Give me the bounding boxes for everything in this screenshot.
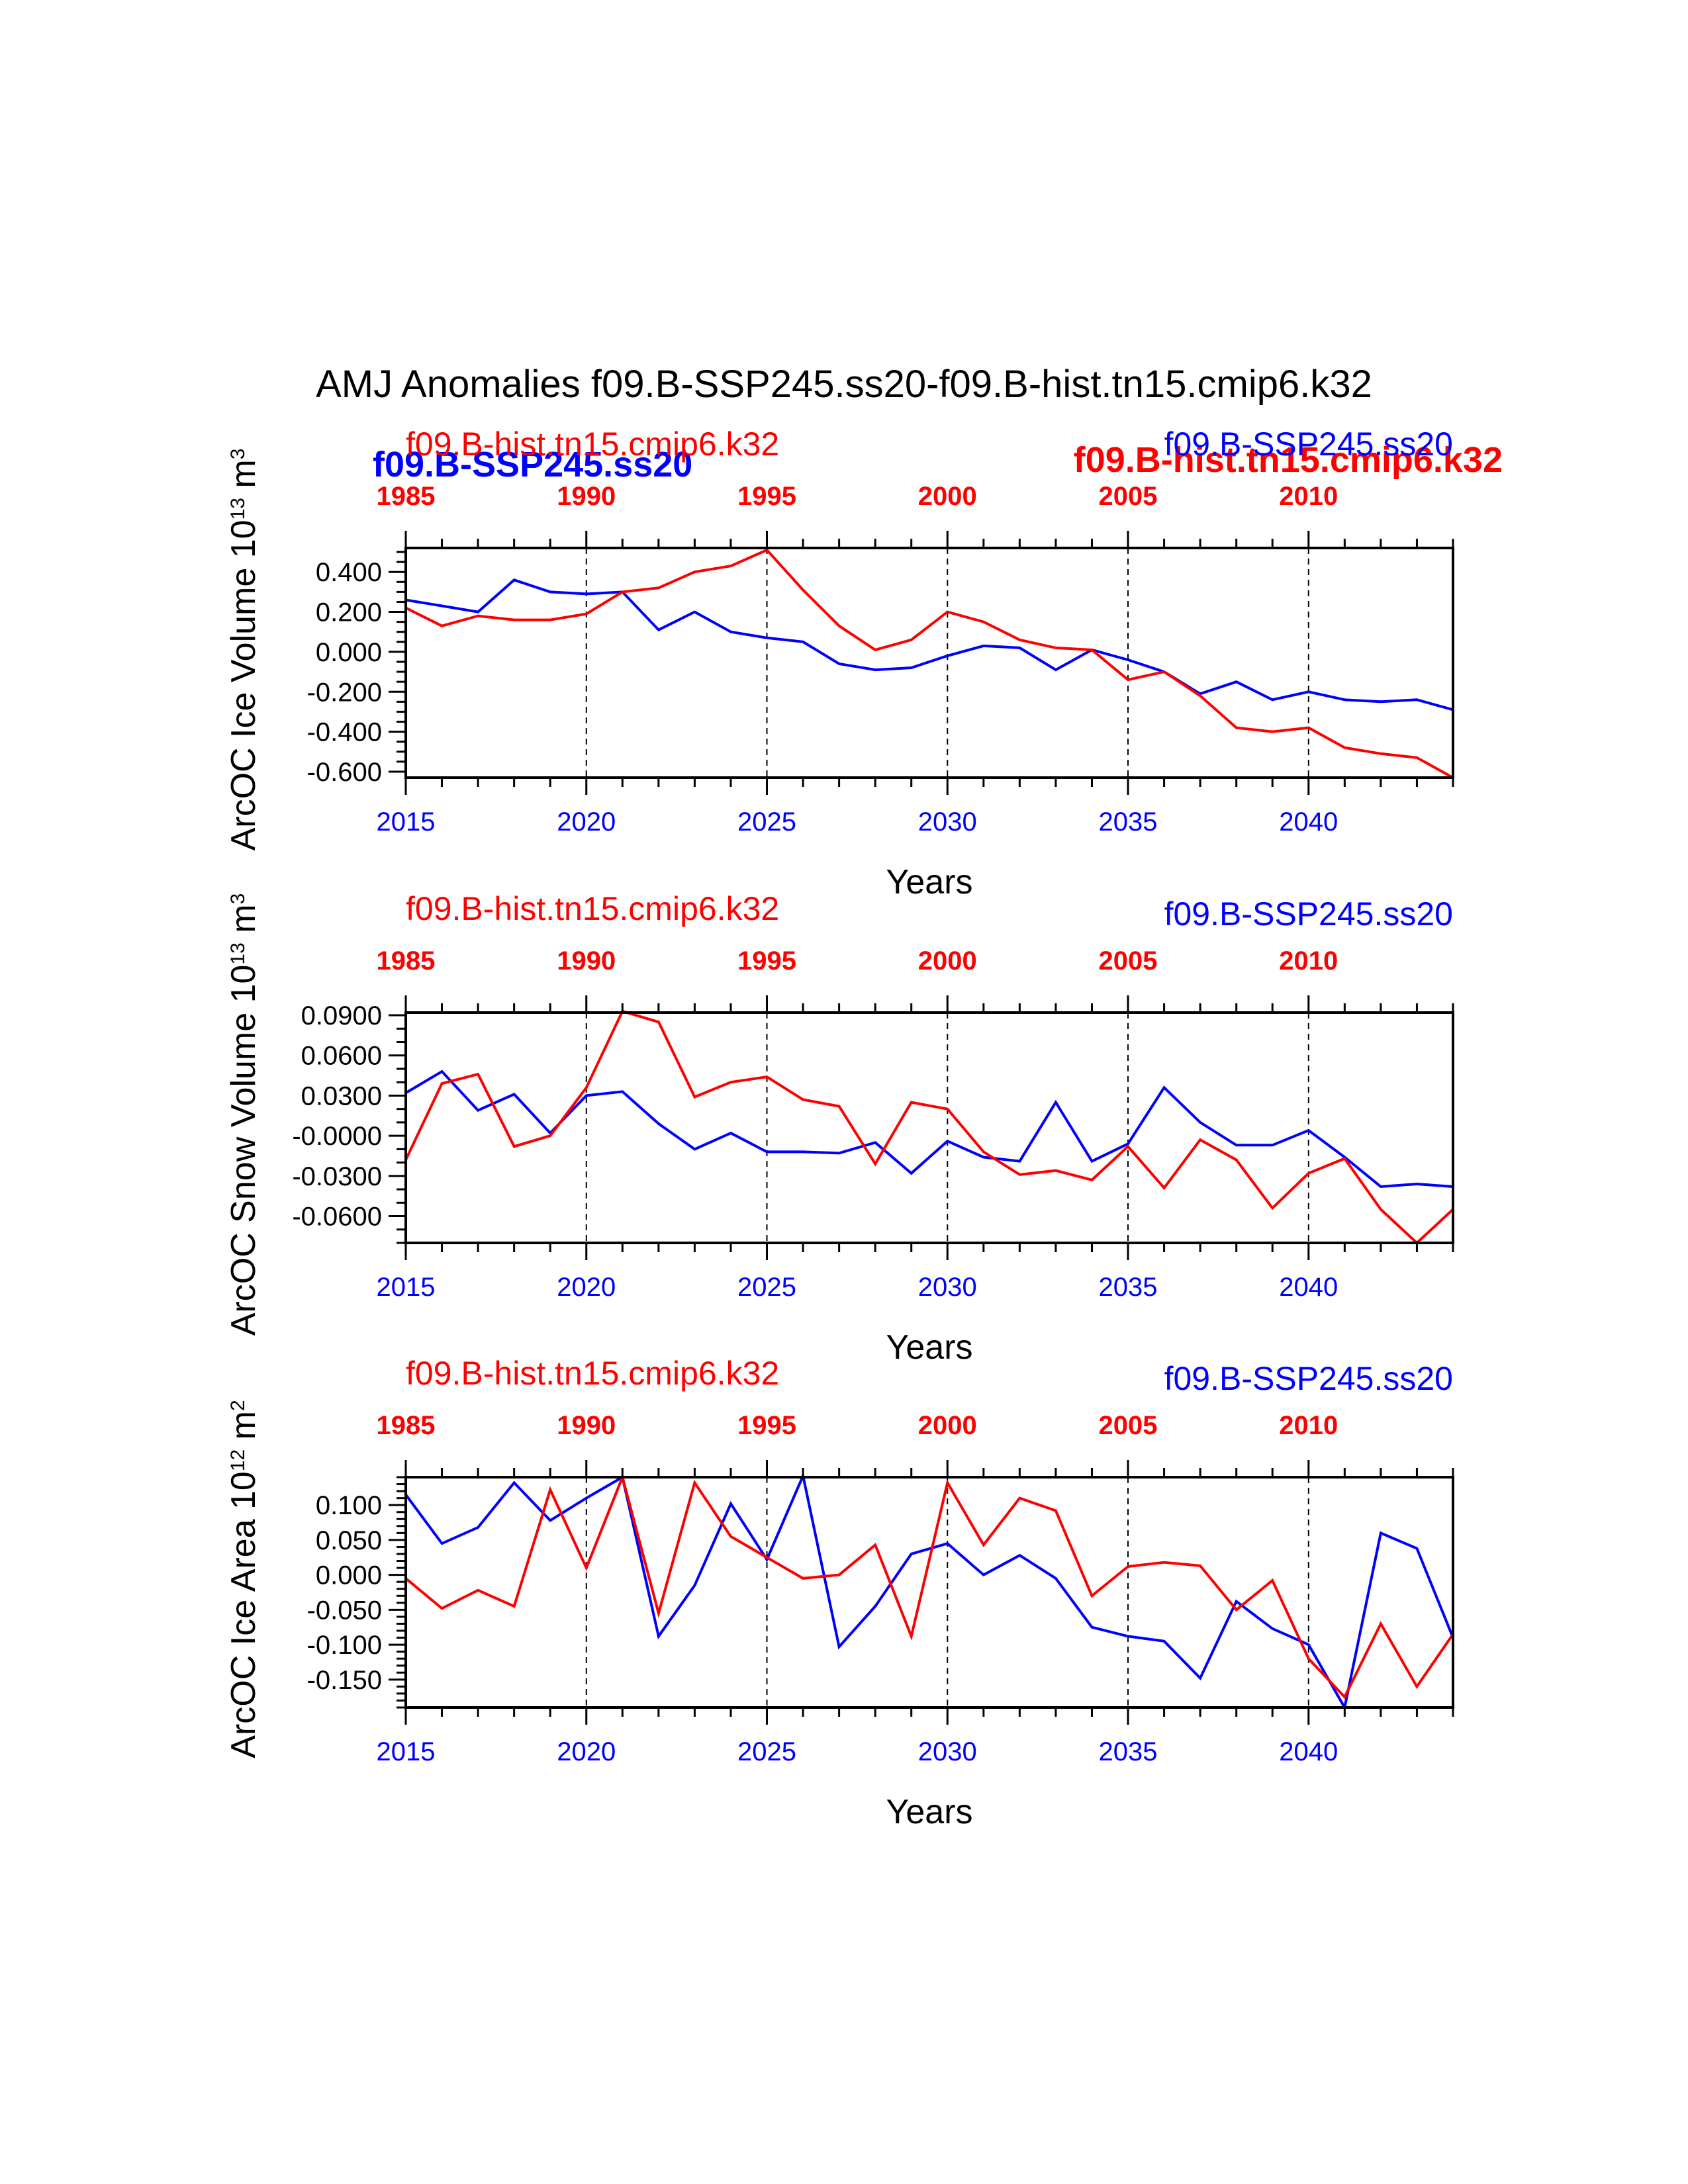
x-tick-label: 2035 <box>1099 807 1158 837</box>
y-axis-title-part: ArcOC Ice Area 10 <box>224 1471 263 1758</box>
top-tick-label: 2005 <box>1099 946 1158 976</box>
series-line-hist <box>404 1473 1454 1700</box>
y-tick-label: 0.0300 <box>301 1081 382 1111</box>
x-tick-label: 2025 <box>737 807 796 837</box>
plot-frame <box>404 1476 1454 1709</box>
x-axis-title: Years <box>886 863 972 901</box>
x-axis-title: Years <box>886 1328 972 1367</box>
top-tick-label: 2000 <box>918 482 977 511</box>
top-tick-label: 1995 <box>737 1411 796 1440</box>
top-tick-label: 2000 <box>918 1411 977 1440</box>
y-axis-title: ArcOC Snow Volume 1013 m3 <box>224 893 263 1336</box>
y-tick-label: -0.0300 <box>292 1162 382 1191</box>
figure-title: AMJ Anomalies f09.B-SSP245.ss20-f09.B-hi… <box>316 363 1372 406</box>
panel-ice-volume: 2015 2020 2025 2030 2035 2040 1985 1990 1995 2000… <box>224 426 1454 901</box>
x-tick-label: 2035 <box>1099 1737 1158 1766</box>
y-axis-title: ArcOC Ice Area 1012 m2 <box>224 1400 263 1758</box>
y-axis-title-part: m <box>224 904 263 942</box>
top-tick-label: 2010 <box>1279 1411 1338 1440</box>
plot-frame <box>404 547 1454 779</box>
y-axis-title-part: m <box>224 1411 263 1449</box>
top-tick-label: 2010 <box>1279 482 1338 511</box>
top-tick-label: 1990 <box>557 482 616 511</box>
top-tick-label: 1985 <box>377 482 436 511</box>
x-tick-label: 2025 <box>737 1737 796 1766</box>
x-tick-label: 2030 <box>918 1273 977 1302</box>
x-tick-label: 2020 <box>557 1737 616 1766</box>
y-tick-label: -0.600 <box>307 758 382 787</box>
y-tick-label: -0.100 <box>307 1631 382 1660</box>
x-tick-label: 2015 <box>377 1737 436 1766</box>
top-tick-label: 1995 <box>737 482 796 511</box>
series-line-ssp <box>404 1069 1454 1189</box>
y-tick-label: 0.0900 <box>301 1001 382 1030</box>
x-tick-label: 2025 <box>737 1273 796 1302</box>
y-axis-title-part: ArcOC Ice Volume 10 <box>224 520 263 850</box>
series-label-hist: f09.B-hist.tn15.cmip6.k32 <box>406 890 779 927</box>
y-tick-label: 0.100 <box>316 1491 382 1520</box>
top-tick-label: 2005 <box>1099 482 1158 511</box>
y-tick-label: 0.000 <box>316 1561 382 1590</box>
y-tick-label: 0.0600 <box>301 1042 382 1071</box>
x-tick-label: 2020 <box>557 807 616 837</box>
top-tick-label: 1985 <box>377 946 436 976</box>
y-axis-title-superscript: 3 <box>227 449 249 460</box>
x-tick-label: 2015 <box>377 1273 436 1302</box>
x-tick-label: 2040 <box>1279 807 1338 837</box>
x-tick-label: 2020 <box>557 1273 616 1302</box>
x-tick-label: 2030 <box>918 1737 977 1766</box>
y-tick-label: -0.200 <box>307 678 382 707</box>
legend-hist-bold: f09.B-hist.tn15.cmip6.k32 <box>1074 440 1503 480</box>
y-axis-title-superscript: 12 <box>227 1449 249 1471</box>
x-axis-title: Years <box>886 1793 972 1831</box>
y-tick-label: -0.150 <box>307 1666 382 1695</box>
y-axis-title-part: m <box>224 459 263 498</box>
plot-frame <box>404 1011 1454 1244</box>
y-tick-label: -0.400 <box>307 718 382 747</box>
top-tick-label: 1995 <box>737 946 796 976</box>
x-tick-label: 2040 <box>1279 1737 1338 1766</box>
series-label-ssp: f09.B-SSP245.ss20 <box>1164 1360 1453 1397</box>
y-tick-label: 0.000 <box>316 638 382 667</box>
x-tick-label: 2030 <box>918 807 977 837</box>
y-axis-title-part: ArcOC Snow Volume 10 <box>224 965 263 1336</box>
series-line-ssp <box>404 1471 1454 1711</box>
legend-ssp-bold: f09.B-SSP245.ss20 <box>373 445 692 484</box>
y-axis-title-superscript: 2 <box>227 1400 249 1411</box>
y-tick-label: 0.050 <box>316 1526 382 1555</box>
series-line-ssp <box>405 578 1454 711</box>
top-tick-label: 1990 <box>557 1411 616 1440</box>
x-tick-label: 2035 <box>1099 1273 1158 1302</box>
y-axis-title-superscript: 13 <box>227 942 249 964</box>
series-label-hist: f09.B-hist.tn15.cmip6.k32 <box>406 426 779 463</box>
y-tick-label: -0.0600 <box>292 1203 382 1232</box>
y-axis-title-superscript: 3 <box>227 893 249 905</box>
series-label-hist: f09.B-hist.tn15.cmip6.k32 <box>406 1355 779 1392</box>
y-tick-label: 0.400 <box>316 558 382 587</box>
y-tick-label: -0.050 <box>307 1596 382 1625</box>
series-line-hist <box>404 1009 1454 1245</box>
top-tick-label: 2010 <box>1279 946 1338 976</box>
top-tick-label: 2000 <box>918 946 977 976</box>
y-tick-label: -0.0000 <box>292 1122 382 1151</box>
y-tick-label: 0.200 <box>316 598 382 627</box>
x-tick-label: 2040 <box>1279 1273 1338 1302</box>
top-tick-label: 1985 <box>377 1411 436 1440</box>
y-axis-title-superscript: 13 <box>227 498 249 520</box>
y-axis-title: ArcOC Ice Volume 1013 m3 <box>224 449 263 851</box>
series-line-hist <box>405 548 1454 779</box>
x-tick-label: 2015 <box>377 807 436 837</box>
series-label-ssp: f09.B-SSP245.ss20 <box>1164 895 1453 933</box>
top-tick-label: 1990 <box>557 946 616 976</box>
series-label-ssp: f09.B-SSP245.ss20 <box>1164 426 1453 463</box>
panel-snow-volume: 2015 2020 2025 2030 2035 2040 1985 1990 1995 2000… <box>224 890 1454 1367</box>
top-tick-label: 2005 <box>1099 1411 1158 1440</box>
panel-ice-area: 2015 2020 2025 2030 2035 2040 1985 1990 1995 2000… <box>224 1355 1454 1831</box>
